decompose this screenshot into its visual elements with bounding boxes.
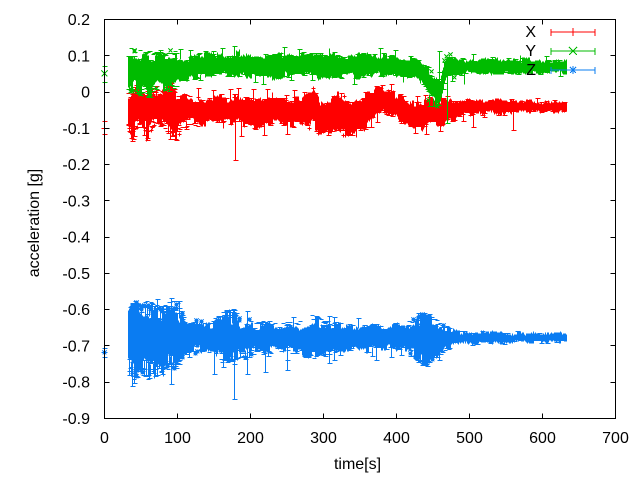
svg-text:0.1: 0.1 <box>68 48 90 65</box>
svg-text:acceleration [g]: acceleration [g] <box>26 169 43 278</box>
svg-text:0: 0 <box>81 85 90 102</box>
svg-text:700: 700 <box>602 430 629 447</box>
svg-text:-0.1: -0.1 <box>62 121 90 138</box>
svg-text:300: 300 <box>310 430 337 447</box>
svg-text:time[s]: time[s] <box>334 456 381 473</box>
svg-text:-0.3: -0.3 <box>62 193 90 210</box>
svg-text:400: 400 <box>383 430 410 447</box>
svg-text:0: 0 <box>100 430 109 447</box>
svg-text:Y: Y <box>525 43 536 60</box>
svg-text:600: 600 <box>529 430 556 447</box>
svg-text:-0.2: -0.2 <box>62 157 90 174</box>
svg-text:X: X <box>525 24 536 41</box>
svg-text:-0.9: -0.9 <box>62 411 90 428</box>
svg-text:-0.8: -0.8 <box>62 375 90 392</box>
svg-text:200: 200 <box>237 430 264 447</box>
svg-text:0.2: 0.2 <box>68 12 90 29</box>
svg-text:-0.6: -0.6 <box>62 302 90 319</box>
svg-text:500: 500 <box>456 430 483 447</box>
svg-text:-0.5: -0.5 <box>62 266 90 283</box>
svg-text:Z: Z <box>526 62 536 79</box>
svg-text:-0.7: -0.7 <box>62 339 90 356</box>
svg-text:100: 100 <box>164 430 191 447</box>
svg-text:-0.4: -0.4 <box>62 230 90 247</box>
